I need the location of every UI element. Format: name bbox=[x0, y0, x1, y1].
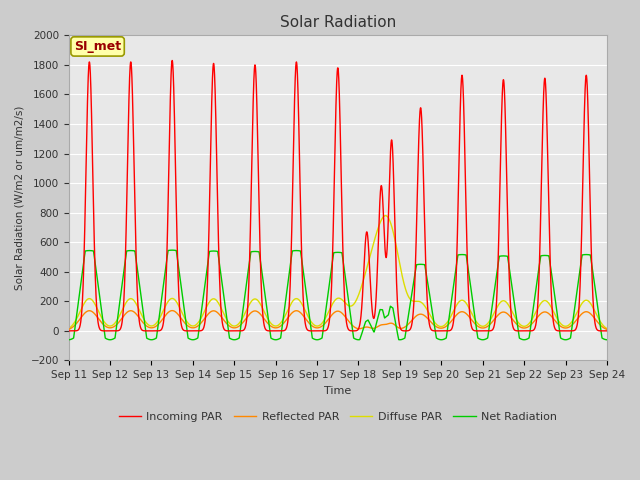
Net Radiation bbox=[603, 337, 611, 343]
Diffuse PAR bbox=[92, 303, 100, 309]
Diffuse PAR bbox=[383, 214, 391, 219]
Text: SI_met: SI_met bbox=[74, 40, 121, 53]
Line: Net Radiation: Net Radiation bbox=[68, 250, 607, 340]
Net Radiation bbox=[92, 264, 100, 270]
Diffuse PAR bbox=[493, 305, 500, 311]
Net Radiation bbox=[493, 272, 500, 278]
Legend: Incoming PAR, Reflected PAR, Diffuse PAR, Net Radiation: Incoming PAR, Reflected PAR, Diffuse PAR… bbox=[114, 408, 561, 426]
Net Radiation bbox=[65, 337, 72, 343]
Reflected PAR bbox=[464, 312, 472, 318]
X-axis label: Time: Time bbox=[324, 386, 351, 396]
Net Radiation bbox=[464, 263, 472, 269]
Diffuse PAR bbox=[260, 307, 268, 313]
Incoming PAR bbox=[260, 319, 268, 325]
Incoming PAR bbox=[603, 328, 611, 334]
Reflected PAR bbox=[493, 314, 500, 320]
Diffuse PAR bbox=[464, 303, 472, 309]
Net Radiation bbox=[407, 298, 415, 303]
Diffuse PAR bbox=[407, 297, 415, 302]
Incoming PAR bbox=[407, 325, 415, 331]
Reflected PAR bbox=[383, 321, 391, 327]
Net Radiation bbox=[383, 313, 391, 319]
Title: Solar Radiation: Solar Radiation bbox=[280, 15, 396, 30]
Line: Reflected PAR: Reflected PAR bbox=[68, 311, 607, 329]
Reflected PAR bbox=[92, 312, 100, 318]
Y-axis label: Solar Radiation (W/m2 or um/m2/s): Solar Radiation (W/m2 or um/m2/s) bbox=[15, 106, 25, 290]
Incoming PAR bbox=[493, 300, 500, 305]
Diffuse PAR bbox=[603, 326, 611, 332]
Reflected PAR bbox=[260, 315, 268, 321]
Incoming PAR bbox=[464, 272, 472, 277]
Line: Incoming PAR: Incoming PAR bbox=[68, 60, 607, 331]
Reflected PAR bbox=[407, 319, 415, 324]
Diffuse PAR bbox=[381, 213, 389, 218]
Line: Diffuse PAR: Diffuse PAR bbox=[68, 216, 607, 329]
Incoming PAR bbox=[383, 244, 391, 250]
Reflected PAR bbox=[65, 326, 72, 332]
Incoming PAR bbox=[65, 328, 72, 334]
Reflected PAR bbox=[603, 326, 611, 332]
Net Radiation bbox=[168, 247, 176, 253]
Diffuse PAR bbox=[65, 325, 72, 331]
Incoming PAR bbox=[168, 58, 176, 63]
Incoming PAR bbox=[92, 285, 100, 291]
Reflected PAR bbox=[168, 308, 176, 313]
Net Radiation bbox=[260, 281, 268, 287]
